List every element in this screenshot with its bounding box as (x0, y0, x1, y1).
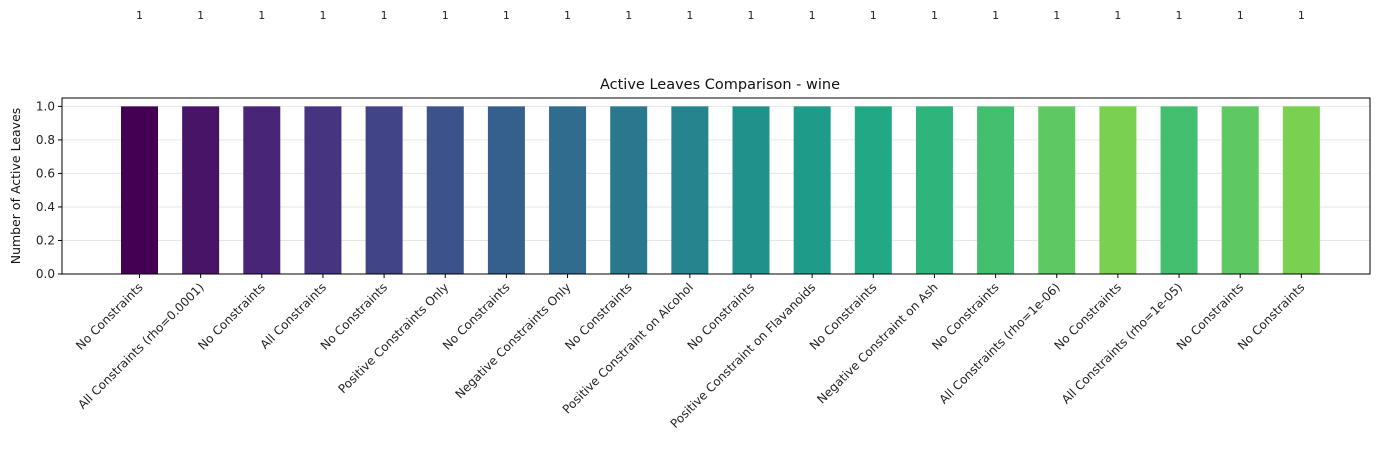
bar (1160, 106, 1198, 274)
y-tick-label: 0.2 (36, 233, 55, 247)
data-label: 1 (258, 9, 265, 22)
data-label: 1 (809, 9, 816, 22)
data-label: 1 (686, 9, 693, 22)
bar (426, 106, 464, 274)
x-tick-label: Negative Constraints Only (452, 280, 573, 401)
data-label: 1 (564, 9, 571, 22)
y-axis-title: Number of Active Leaves (8, 108, 23, 265)
bar (182, 106, 220, 274)
x-tick-label: All Constraints (rho=0.0001) (75, 280, 207, 412)
bar (671, 106, 709, 274)
y-tick-label: 0.4 (36, 200, 55, 214)
bar (121, 106, 158, 274)
plot-frame (61, 97, 1371, 275)
y-tick-label: 0.8 (36, 133, 55, 147)
bar (549, 106, 587, 274)
bar (1282, 106, 1320, 274)
bar (610, 106, 648, 274)
x-tick-label: Positive Constraints Only (336, 280, 452, 396)
data-label: 1 (1237, 9, 1244, 22)
bar (915, 106, 953, 274)
bar (854, 106, 892, 274)
bar (1038, 106, 1076, 274)
data-label: 1 (442, 9, 449, 22)
y-tick-label: 0.6 (36, 166, 55, 180)
x-tick-label: No Constraints (1235, 280, 1308, 353)
data-label: 1 (748, 9, 755, 22)
x-tick-label: All Constraints (rho=1e-06) (937, 280, 1063, 406)
data-label: 1 (931, 9, 938, 22)
bar (304, 106, 342, 274)
data-labels: 1 1 1 1 1 1 1 1 1 1 1 1 1 1 1 1 1 1 1 1 (136, 9, 1305, 22)
bar (977, 106, 1015, 274)
data-label: 1 (136, 9, 143, 22)
data-label: 1 (1053, 9, 1060, 22)
data-label: 1 (503, 9, 510, 22)
bar (1099, 106, 1137, 274)
data-label: 1 (197, 9, 204, 22)
bar (365, 106, 403, 274)
y-tick-label: 1.0 (36, 99, 55, 113)
x-tick-label: Positive Constraint on Alcohol (560, 280, 696, 416)
data-label: 1 (319, 9, 326, 22)
data-label: 1 (1298, 9, 1305, 22)
bar (1221, 106, 1259, 274)
data-label: 1 (870, 9, 877, 22)
data-label: 1 (381, 9, 388, 22)
bar (732, 106, 770, 274)
y-axis: 0.0 0.2 0.4 0.6 0.8 1.0 (36, 99, 62, 281)
bar (487, 106, 525, 274)
chart-title: Active Leaves Comparison - wine (600, 77, 840, 93)
bar (243, 106, 281, 274)
x-tick-label: Negative Constraint on Ash (814, 280, 940, 406)
data-label: 1 (992, 9, 999, 22)
data-label: 1 (625, 9, 632, 22)
y-tick-label: 0.0 (36, 267, 55, 281)
x-axis: No Constraints All Constraints (rho=0.000… (73, 274, 1307, 431)
data-label: 1 (1176, 9, 1183, 22)
data-label: 1 (1114, 9, 1121, 22)
bar (793, 106, 831, 274)
bars (121, 106, 1320, 274)
x-tick-label: All Constraints (rho=1e-05) (1059, 280, 1185, 406)
